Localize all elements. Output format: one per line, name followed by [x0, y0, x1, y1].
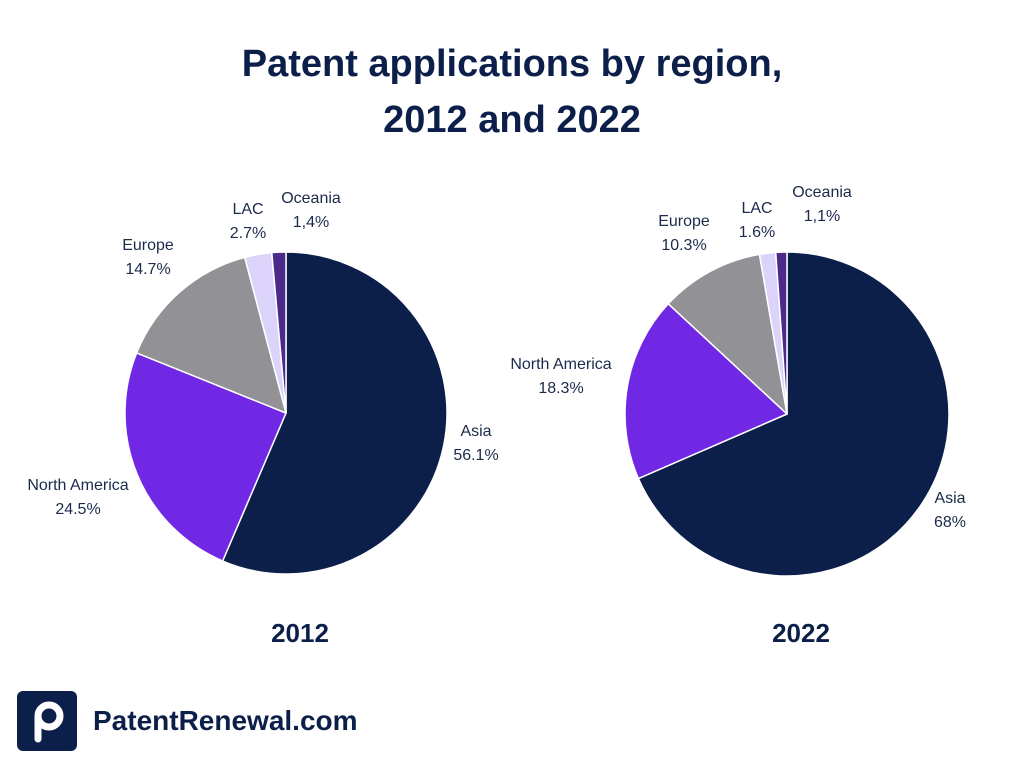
slice-value: 56.1%: [453, 447, 498, 464]
slice-label-asia-2022: Asia 68%: [934, 490, 966, 531]
chart-title: Patent applications by region, 2012 and …: [0, 36, 1024, 148]
pie-2022: [624, 251, 950, 577]
slice-name: Oceania: [281, 190, 341, 207]
pie-slice-north-america-2022: [624, 303, 788, 480]
slice-value: 18.3%: [538, 380, 583, 397]
slice-name: Asia: [460, 423, 491, 440]
slice-label-north-america-2022: North America 18.3%: [510, 356, 611, 397]
pie-slice-europe-2022: [667, 253, 788, 415]
slice-name: Asia: [934, 490, 965, 507]
pie-slice-north-america-2012: [124, 352, 287, 562]
brand: PatentRenewal.com: [17, 690, 358, 752]
slice-value: 24.5%: [55, 501, 100, 518]
chart-title-line-2: 2012 and 2022: [383, 99, 641, 141]
slice-value: 1,4%: [293, 214, 329, 231]
slice-value: 68%: [934, 514, 966, 531]
slice-value: 2.7%: [230, 225, 266, 242]
slice-label-north-america-2012: North America 24.5%: [27, 477, 128, 518]
slice-label-asia-2012: Asia 56.1%: [453, 423, 498, 464]
pie-slice-asia-2012: [221, 251, 448, 575]
slice-value: 1,1%: [804, 208, 840, 225]
slice-value: 10.3%: [661, 237, 706, 254]
pie-slice-europe-2012: [135, 256, 287, 414]
slice-name: LAC: [232, 201, 263, 218]
pie-slice-asia-2022: [637, 251, 950, 577]
pie-slice-oceania-2012: [271, 251, 287, 414]
year-label-2022: 2022: [772, 618, 830, 648]
slice-label-europe-2022: Europe 10.3%: [658, 213, 710, 254]
pie-2012: [124, 251, 448, 575]
slice-name: Europe: [122, 237, 174, 254]
slice-name: LAC: [741, 200, 772, 217]
patentrenewal-logo-icon: [17, 691, 77, 751]
chart-title-line-1: Patent applications by region,: [241, 43, 783, 85]
slice-label-oceania-2022: Oceania 1,1%: [792, 184, 852, 225]
slice-value: 1.6%: [739, 224, 775, 241]
slice-name: North America: [27, 477, 128, 494]
slice-name: Oceania: [792, 184, 852, 201]
slice-label-lac-2022: LAC 1.6%: [739, 200, 775, 241]
slice-label-oceania-2012: Oceania 1,4%: [281, 190, 341, 231]
year-label-2012: 2012: [271, 618, 329, 648]
slice-label-lac-2012: LAC 2.7%: [230, 201, 266, 242]
slice-name: North America: [510, 356, 611, 373]
slice-value: 14.7%: [125, 261, 170, 278]
pie-slice-oceania-2022: [774, 251, 788, 415]
slice-label-europe-2012: Europe 14.7%: [122, 237, 174, 278]
pie-charts: Asia 56.1% North America 24.5% Europe 14.7% LA…: [27, 184, 966, 648]
slice-name: Europe: [658, 213, 710, 230]
brand-name: PatentRenewal.com: [93, 705, 358, 736]
